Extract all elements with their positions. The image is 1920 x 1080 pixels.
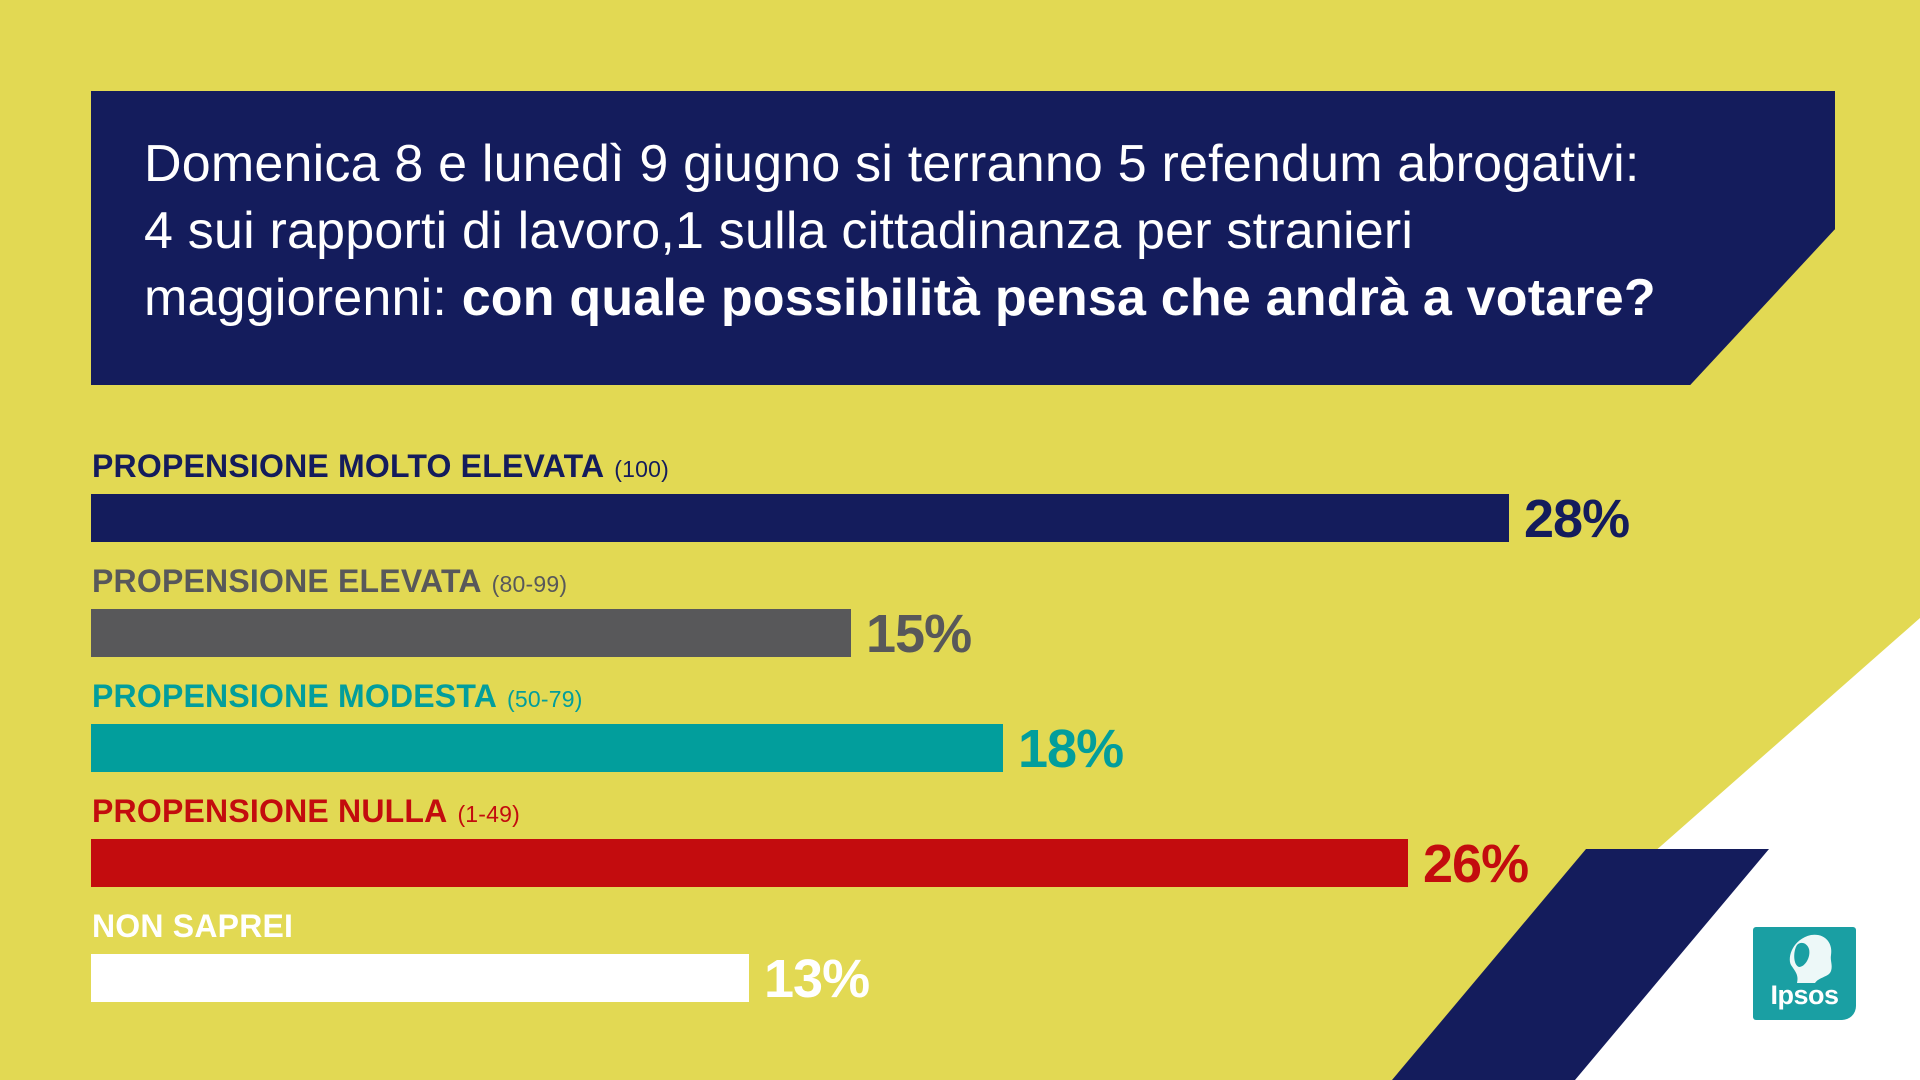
category-label: PROPENSIONE NULLA (1-49) xyxy=(92,793,520,830)
category-range: (80-99) xyxy=(491,571,568,597)
value-label: 13% xyxy=(764,949,870,1009)
category-range: (1-49) xyxy=(457,801,520,827)
question-line-3-prefix: maggiorenni: xyxy=(144,269,462,327)
bar xyxy=(91,609,851,657)
category-label: PROPENSIONE MODESTA (50-79) xyxy=(92,678,583,715)
category-range: (50-79) xyxy=(507,686,583,712)
question-banner: Domenica 8 e lunedì 9 giugno si terranno… xyxy=(91,91,1835,385)
question-line-1: Domenica 8 e lunedì 9 giugno si terranno… xyxy=(144,135,1640,193)
ipsos-logo-text: Ipsos xyxy=(1770,980,1839,1010)
ipsos-logo: Ipsos xyxy=(1753,927,1856,1020)
question-emphasis: con quale possibilità pensa che andrà a … xyxy=(461,269,1656,327)
bar xyxy=(91,494,1509,542)
category-name: NON SAPREI xyxy=(92,908,294,944)
category-name: PROPENSIONE MOLTO ELEVATA xyxy=(92,448,605,484)
value-label: 26% xyxy=(1423,834,1529,894)
question-line-2: 4 sui rapporti di lavoro,1 sulla cittadi… xyxy=(144,202,1414,260)
category-name: PROPENSIONE ELEVATA xyxy=(92,563,482,599)
question-text: Domenica 8 e lunedì 9 giugno si terranno… xyxy=(144,131,1784,332)
bar xyxy=(91,839,1408,887)
category-label: PROPENSIONE ELEVATA (80-99) xyxy=(92,563,567,600)
value-label: 15% xyxy=(866,604,972,664)
value-label: 18% xyxy=(1018,719,1124,779)
category-label: NON SAPREI xyxy=(92,908,293,945)
question-line-3: maggiorenni: con quale possibilità pensa… xyxy=(144,265,1784,332)
navy-stripe-shape xyxy=(1392,849,1769,1080)
bar xyxy=(91,954,749,1002)
ipsos-head-icon xyxy=(1789,934,1832,983)
category-name: PROPENSIONE NULLA xyxy=(92,793,448,829)
bar xyxy=(91,724,1003,772)
category-label: PROPENSIONE MOLTO ELEVATA (100) xyxy=(92,448,669,485)
category-range: (100) xyxy=(614,456,669,482)
value-label: 28% xyxy=(1524,489,1630,549)
category-name: PROPENSIONE MODESTA xyxy=(92,678,498,714)
